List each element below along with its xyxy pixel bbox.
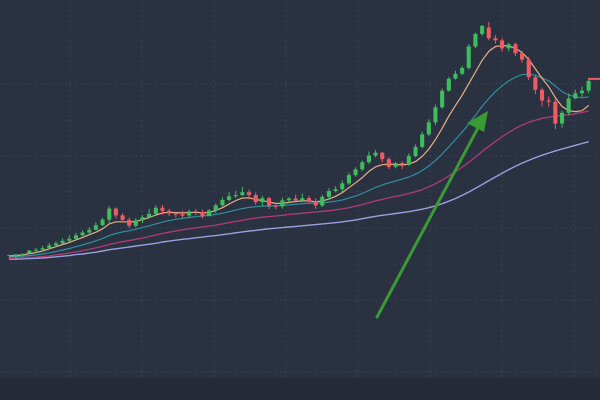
- candle-body-29: [200, 212, 205, 217]
- candle-body-32: [220, 200, 225, 206]
- candle-body-71: [480, 25, 485, 34]
- candle-body-54: [366, 155, 371, 163]
- candle-body-43: [293, 198, 298, 201]
- candle-body-30: [207, 210, 212, 217]
- candle-body-68: [460, 68, 465, 74]
- candle-body-2: [20, 254, 25, 256]
- candle-body-37: [253, 195, 258, 203]
- candle-body-69: [466, 46, 471, 68]
- candle-body-15: [107, 208, 112, 220]
- candle-body-14: [100, 219, 105, 226]
- candle-body-84: [566, 98, 571, 113]
- candle-body-44: [300, 198, 305, 201]
- candle-body-0: [7, 254, 12, 256]
- candle-body-87: [586, 80, 591, 91]
- candle-body-64: [433, 107, 438, 123]
- candle-body-3: [27, 250, 32, 254]
- candle-body-61: [413, 146, 418, 157]
- candle-body-18: [127, 219, 132, 226]
- candle-body-31: [213, 205, 218, 211]
- candle-body-17: [120, 215, 125, 220]
- candle-body-38: [260, 198, 265, 203]
- candle-body-11: [80, 232, 85, 236]
- candle-body-28: [193, 211, 198, 213]
- candle-body-86: [579, 90, 584, 94]
- candle-body-75: [506, 44, 511, 49]
- candle-body-56: [380, 152, 385, 160]
- candle-body-33: [227, 196, 232, 200]
- candle-body-66: [446, 78, 451, 91]
- candle-body-51: [346, 175, 351, 184]
- trend-arrow-shaft: [375, 124, 481, 319]
- candle-body-76: [513, 44, 518, 54]
- candle-body-55: [373, 152, 378, 156]
- candle-body-5: [40, 248, 45, 250]
- candle-body-20: [140, 217, 145, 221]
- candle-body-8: [60, 240, 65, 244]
- candle-body-52: [353, 169, 358, 176]
- candle-body-81: [546, 100, 551, 102]
- candle-body-1: [13, 254, 18, 257]
- candle-body-62: [420, 134, 425, 147]
- candle-body-80: [540, 89, 545, 101]
- candle-body-78: [526, 59, 531, 78]
- ma-fast-line: [9, 44, 590, 257]
- candle-body-85: [573, 93, 578, 99]
- candle-body-42: [286, 198, 291, 201]
- candle-body-60: [406, 156, 411, 165]
- candle-body-74: [500, 40, 505, 49]
- candle-body-25: [173, 213, 178, 215]
- candle-body-21: [147, 213, 152, 218]
- candle-body-23: [160, 207, 165, 211]
- candle-body-57: [386, 159, 391, 167]
- candle-body-65: [440, 90, 445, 108]
- candle-body-26: [180, 214, 185, 216]
- candle-body-16: [113, 208, 118, 216]
- candle-body-40: [273, 205, 278, 207]
- candle-body-83: [560, 112, 565, 124]
- candle-body-50: [340, 183, 345, 190]
- candle-body-73: [493, 38, 498, 41]
- candle-body-12: [87, 229, 92, 233]
- candle-body-48: [326, 191, 331, 197]
- candle-body-34: [233, 195, 238, 197]
- candle-body-35: [240, 192, 245, 196]
- candle-body-53: [360, 162, 365, 170]
- candle-body-39: [267, 198, 272, 206]
- candle-body-22: [153, 207, 158, 214]
- candle-body-58: [393, 163, 398, 167]
- candle-body-79: [533, 77, 538, 90]
- ma-mid-line: [9, 73, 589, 258]
- ma-long-line: [9, 141, 589, 260]
- candle-body-47: [320, 196, 325, 206]
- candle-body-7: [53, 243, 58, 246]
- candle-body-41: [280, 200, 285, 207]
- candle-body-49: [333, 189, 338, 191]
- candle-body-45: [306, 198, 311, 202]
- ma-slow-line: [9, 110, 589, 259]
- candle-body-24: [167, 210, 172, 214]
- candle-body-59: [400, 163, 405, 165]
- candle-body-82: [553, 101, 558, 124]
- candle-body-63: [426, 122, 431, 135]
- candle-body-36: [247, 192, 252, 196]
- candle-body-13: [93, 225, 98, 230]
- time-axis-band: [0, 378, 600, 400]
- candle-body-4: [33, 249, 38, 251]
- candle-body-46: [313, 201, 318, 206]
- candle-body-27: [187, 211, 192, 216]
- candle-body-67: [453, 73, 458, 79]
- candle-body-9: [67, 238, 72, 241]
- candle-body-10: [73, 235, 78, 239]
- candle-body-72: [486, 27, 491, 39]
- trend-arrow-head: [467, 111, 488, 132]
- candle-body-6: [47, 245, 52, 249]
- candle-body-77: [520, 53, 525, 60]
- candle-body-19: [133, 220, 138, 226]
- candle-body-70: [473, 33, 478, 47]
